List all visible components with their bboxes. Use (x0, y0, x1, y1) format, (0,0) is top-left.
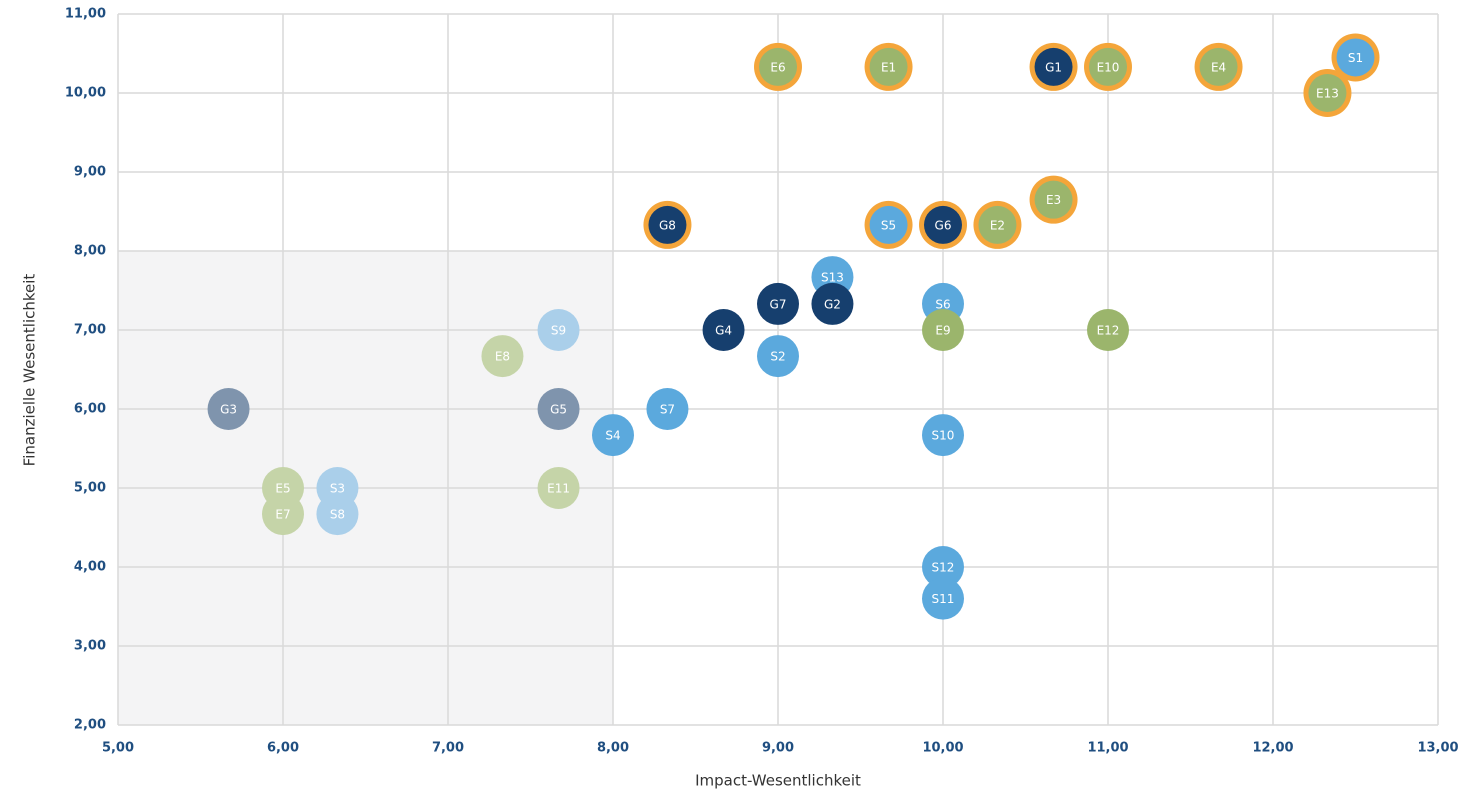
bubble-label: E12 (1097, 324, 1120, 338)
bubble-label: S8 (330, 508, 345, 522)
bubble (1087, 309, 1129, 351)
bubble (316, 493, 359, 536)
bubble-label: G7 (770, 297, 787, 311)
bubble-label: S5 (881, 218, 896, 232)
y-tick-label: 3,00 (74, 639, 106, 654)
y-tick-label: 11,00 (65, 7, 106, 22)
bubble-label: G4 (715, 324, 732, 338)
y-tick-label: 6,00 (74, 402, 106, 417)
bubble (646, 388, 689, 430)
x-tick-label: 12,00 (1252, 741, 1293, 756)
bubble-label: E11 (547, 482, 570, 496)
bubble-label: G6 (935, 218, 952, 232)
bubble-label: S2 (770, 350, 785, 364)
x-tick-label: 7,00 (432, 741, 464, 756)
x-tick-label: 8,00 (597, 741, 629, 756)
bubble-label: G2 (824, 297, 841, 311)
bubble-label: S10 (932, 429, 955, 443)
x-axis-title: Impact-Wesentlichkeit (695, 772, 861, 790)
bubble-label: G5 (550, 403, 567, 417)
bubble-label: G8 (659, 218, 676, 232)
bubble-label: S9 (551, 324, 566, 338)
bubble (702, 309, 745, 351)
bubble (978, 205, 1017, 244)
bubble (759, 47, 797, 86)
bubble (537, 309, 580, 351)
bubble (537, 388, 580, 430)
bubble-label: E5 (275, 482, 290, 496)
bubble-label: E1 (881, 60, 896, 74)
bubble-label: E7 (275, 508, 290, 522)
bubble (922, 414, 964, 457)
y-tick-label: 4,00 (74, 560, 106, 575)
bubble-label: S13 (821, 271, 844, 285)
bubble (262, 493, 304, 536)
x-tick-label: 13,00 (1417, 741, 1458, 756)
bubble-label: S7 (660, 403, 675, 417)
bubble-label: G3 (220, 403, 237, 417)
bubble-label: E4 (1211, 60, 1226, 74)
bubble (922, 577, 964, 620)
bubble-label: S3 (330, 482, 345, 496)
bubble (811, 282, 854, 325)
bubble (924, 205, 962, 244)
x-tick-label: 6,00 (267, 741, 299, 756)
bubble-label: E6 (770, 60, 785, 74)
bubble (481, 335, 524, 378)
y-tick-label: 5,00 (74, 481, 106, 496)
bubble (922, 309, 964, 351)
x-tick-label: 5,00 (102, 741, 134, 756)
bubble (869, 47, 908, 86)
bubble-label: S4 (605, 429, 620, 443)
x-tick-label: 9,00 (762, 741, 794, 756)
bubble (1034, 47, 1073, 86)
bubble (1336, 38, 1375, 77)
bubble-label: S6 (935, 297, 950, 311)
y-tick-label: 9,00 (74, 165, 106, 180)
bubble (1199, 47, 1238, 86)
bubble (592, 414, 634, 457)
bubble (757, 282, 799, 325)
bubble (869, 205, 908, 244)
y-tick-label: 8,00 (74, 244, 106, 259)
bubble-label: G1 (1045, 60, 1062, 74)
bubble-label: S11 (932, 592, 955, 606)
bubble (757, 335, 799, 378)
bubble (648, 205, 687, 244)
bubble (922, 546, 964, 588)
y-tick-label: 2,00 (74, 718, 106, 733)
y-tick-label: 10,00 (65, 86, 106, 101)
bubble-label: E2 (990, 218, 1005, 232)
x-tick-label: 11,00 (1087, 741, 1128, 756)
y-tick-label: 7,00 (74, 323, 106, 338)
bubble-label: E3 (1046, 193, 1061, 207)
bubble-label: S12 (932, 561, 955, 575)
bubble (207, 388, 250, 430)
bubble (1089, 47, 1127, 86)
bubble-label: S1 (1348, 51, 1363, 65)
bubble (1308, 74, 1347, 112)
bubble-label: E9 (935, 324, 950, 338)
bubble-label: E8 (495, 350, 510, 364)
y-axis-title: Finanzielle Wesentlichkeit (21, 274, 39, 467)
bubble (537, 467, 580, 509)
x-tick-label: 10,00 (922, 741, 963, 756)
bubble (1034, 180, 1073, 219)
bubble-label: E13 (1316, 87, 1339, 101)
bubble-label: E10 (1097, 60, 1120, 74)
